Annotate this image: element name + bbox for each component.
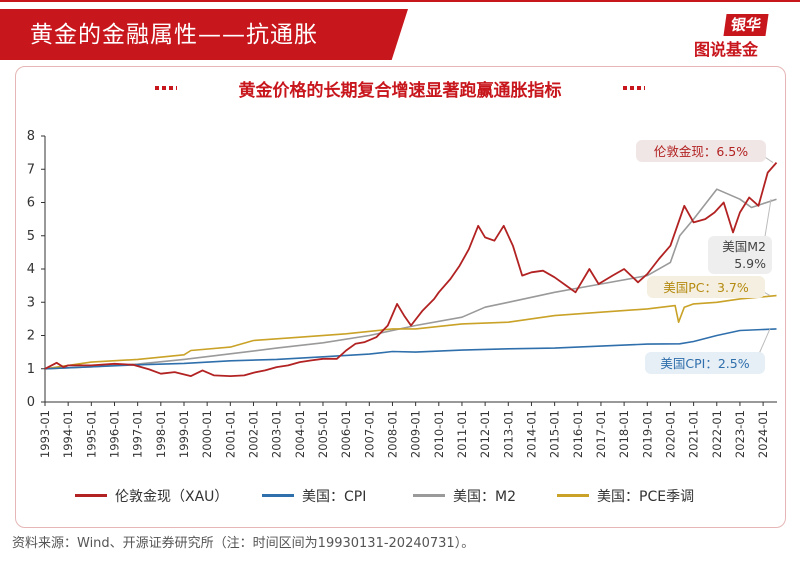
callout-label: 美国M2 (722, 239, 766, 254)
x-tick-label: 1993-01 (38, 410, 52, 458)
x-tick-label: 2007-01 (362, 410, 376, 458)
x-tick-label: 1996-01 (107, 410, 121, 458)
x-tick-label: 2005-01 (316, 410, 330, 458)
x-tick-label: 2015-01 (548, 410, 562, 458)
legend-label: 美国：M2 (453, 489, 516, 505)
title-banner (0, 9, 408, 60)
y-tick-label: 3 (27, 295, 35, 310)
y-tick-label: 7 (27, 162, 35, 177)
legend-label: 美国：PCE季调 (597, 489, 695, 505)
chart-card (15, 66, 786, 528)
legend-swatch (75, 494, 107, 497)
chart-title: 黄金价格的长期复合增速显著跑赢通胀指标 (238, 81, 562, 101)
subtitle-decoration-right (623, 86, 645, 90)
legend-label: 伦敦金现（XAU） (115, 489, 229, 505)
series-lines (44, 162, 778, 377)
page-title: 黄金的金融属性——抗通胀 (30, 22, 318, 48)
x-tick-label: 2004-01 (293, 410, 307, 458)
series-line-1 (44, 328, 777, 370)
x-tick-label: 2013-01 (501, 410, 515, 458)
x-tick-label: 2006-01 (339, 410, 353, 458)
x-tick-label: 2002-01 (246, 410, 260, 458)
x-tick-label: 2019-01 (640, 410, 654, 458)
callouts: 伦敦金现：6.5% 美国M2 5.9% 美国PC：3.7% 美国CPI：2.5% (636, 140, 774, 374)
legend-label: 美国：CPI (302, 489, 367, 505)
legend-swatch (413, 494, 445, 497)
x-tick-label: 1998-01 (154, 410, 168, 458)
y-tick-label: 2 (27, 329, 35, 344)
source-note: 资料来源：Wind、开源证券研究所（注：时间区间为19930131-202407… (12, 536, 475, 551)
x-tick-label: 2010-01 (432, 410, 446, 458)
x-tick-label: 2016-01 (571, 410, 585, 458)
x-tick-label: 2014-01 (524, 410, 538, 458)
subtitle-decoration-left (155, 86, 177, 90)
x-tick-label: 2009-01 (409, 410, 423, 458)
callout-value: 5.9% (734, 256, 766, 271)
axes: 0 1 2 3 4 5 6 7 8 1993-01 1994-01 1995-01 1996-01 199… (27, 129, 777, 458)
brand-logo-text: 图说基金 (694, 40, 759, 59)
x-tick-label: 2023-01 (733, 410, 747, 458)
callout-box (636, 140, 766, 162)
x-tick-label: 2008-01 (385, 410, 399, 458)
series-line-3 (44, 294, 777, 370)
x-tick-label: 2003-01 (270, 410, 284, 458)
series-line-0 (44, 162, 778, 377)
legend-swatch (557, 494, 589, 497)
callout-box (647, 276, 765, 298)
x-tick-label: 1995-01 (84, 410, 98, 458)
series-line-2 (44, 188, 777, 370)
y-tick-label: 1 (27, 362, 35, 377)
x-tick-label: 2000-01 (200, 410, 214, 458)
x-tick-label: 2017-01 (594, 410, 608, 458)
x-tick-label: 2024-01 (756, 410, 770, 458)
callout-label: 美国CPI：2.5% (660, 356, 749, 371)
legend-swatch (262, 494, 294, 497)
x-tick-label: 2021-01 (687, 410, 701, 458)
header-rule (0, 0, 800, 2)
x-tick-label: 2020-01 (663, 410, 677, 458)
y-tick-label: 4 (27, 262, 35, 277)
callout-label: 美国PC：3.7% (663, 280, 749, 295)
callout-box (645, 352, 765, 374)
x-tick-label: 1997-01 (131, 410, 145, 458)
x-tick-label: 2018-01 (617, 410, 631, 458)
y-tick-label: 6 (27, 196, 35, 211)
y-tick-label: 5 (27, 229, 35, 244)
x-tick-label: 2001-01 (223, 410, 237, 458)
callout-box (708, 236, 772, 274)
x-tick-label: 2012-01 (478, 410, 492, 458)
x-tick-label: 2022-01 (710, 410, 724, 458)
callout-label: 伦敦金现：6.5% (654, 144, 748, 159)
x-tick-label: 1994-01 (61, 410, 75, 458)
y-tick-label: 0 (27, 395, 35, 410)
y-tick-label: 8 (27, 129, 35, 144)
x-tick-label: 2011-01 (455, 410, 469, 458)
x-tick-label: 1999-01 (177, 410, 191, 458)
